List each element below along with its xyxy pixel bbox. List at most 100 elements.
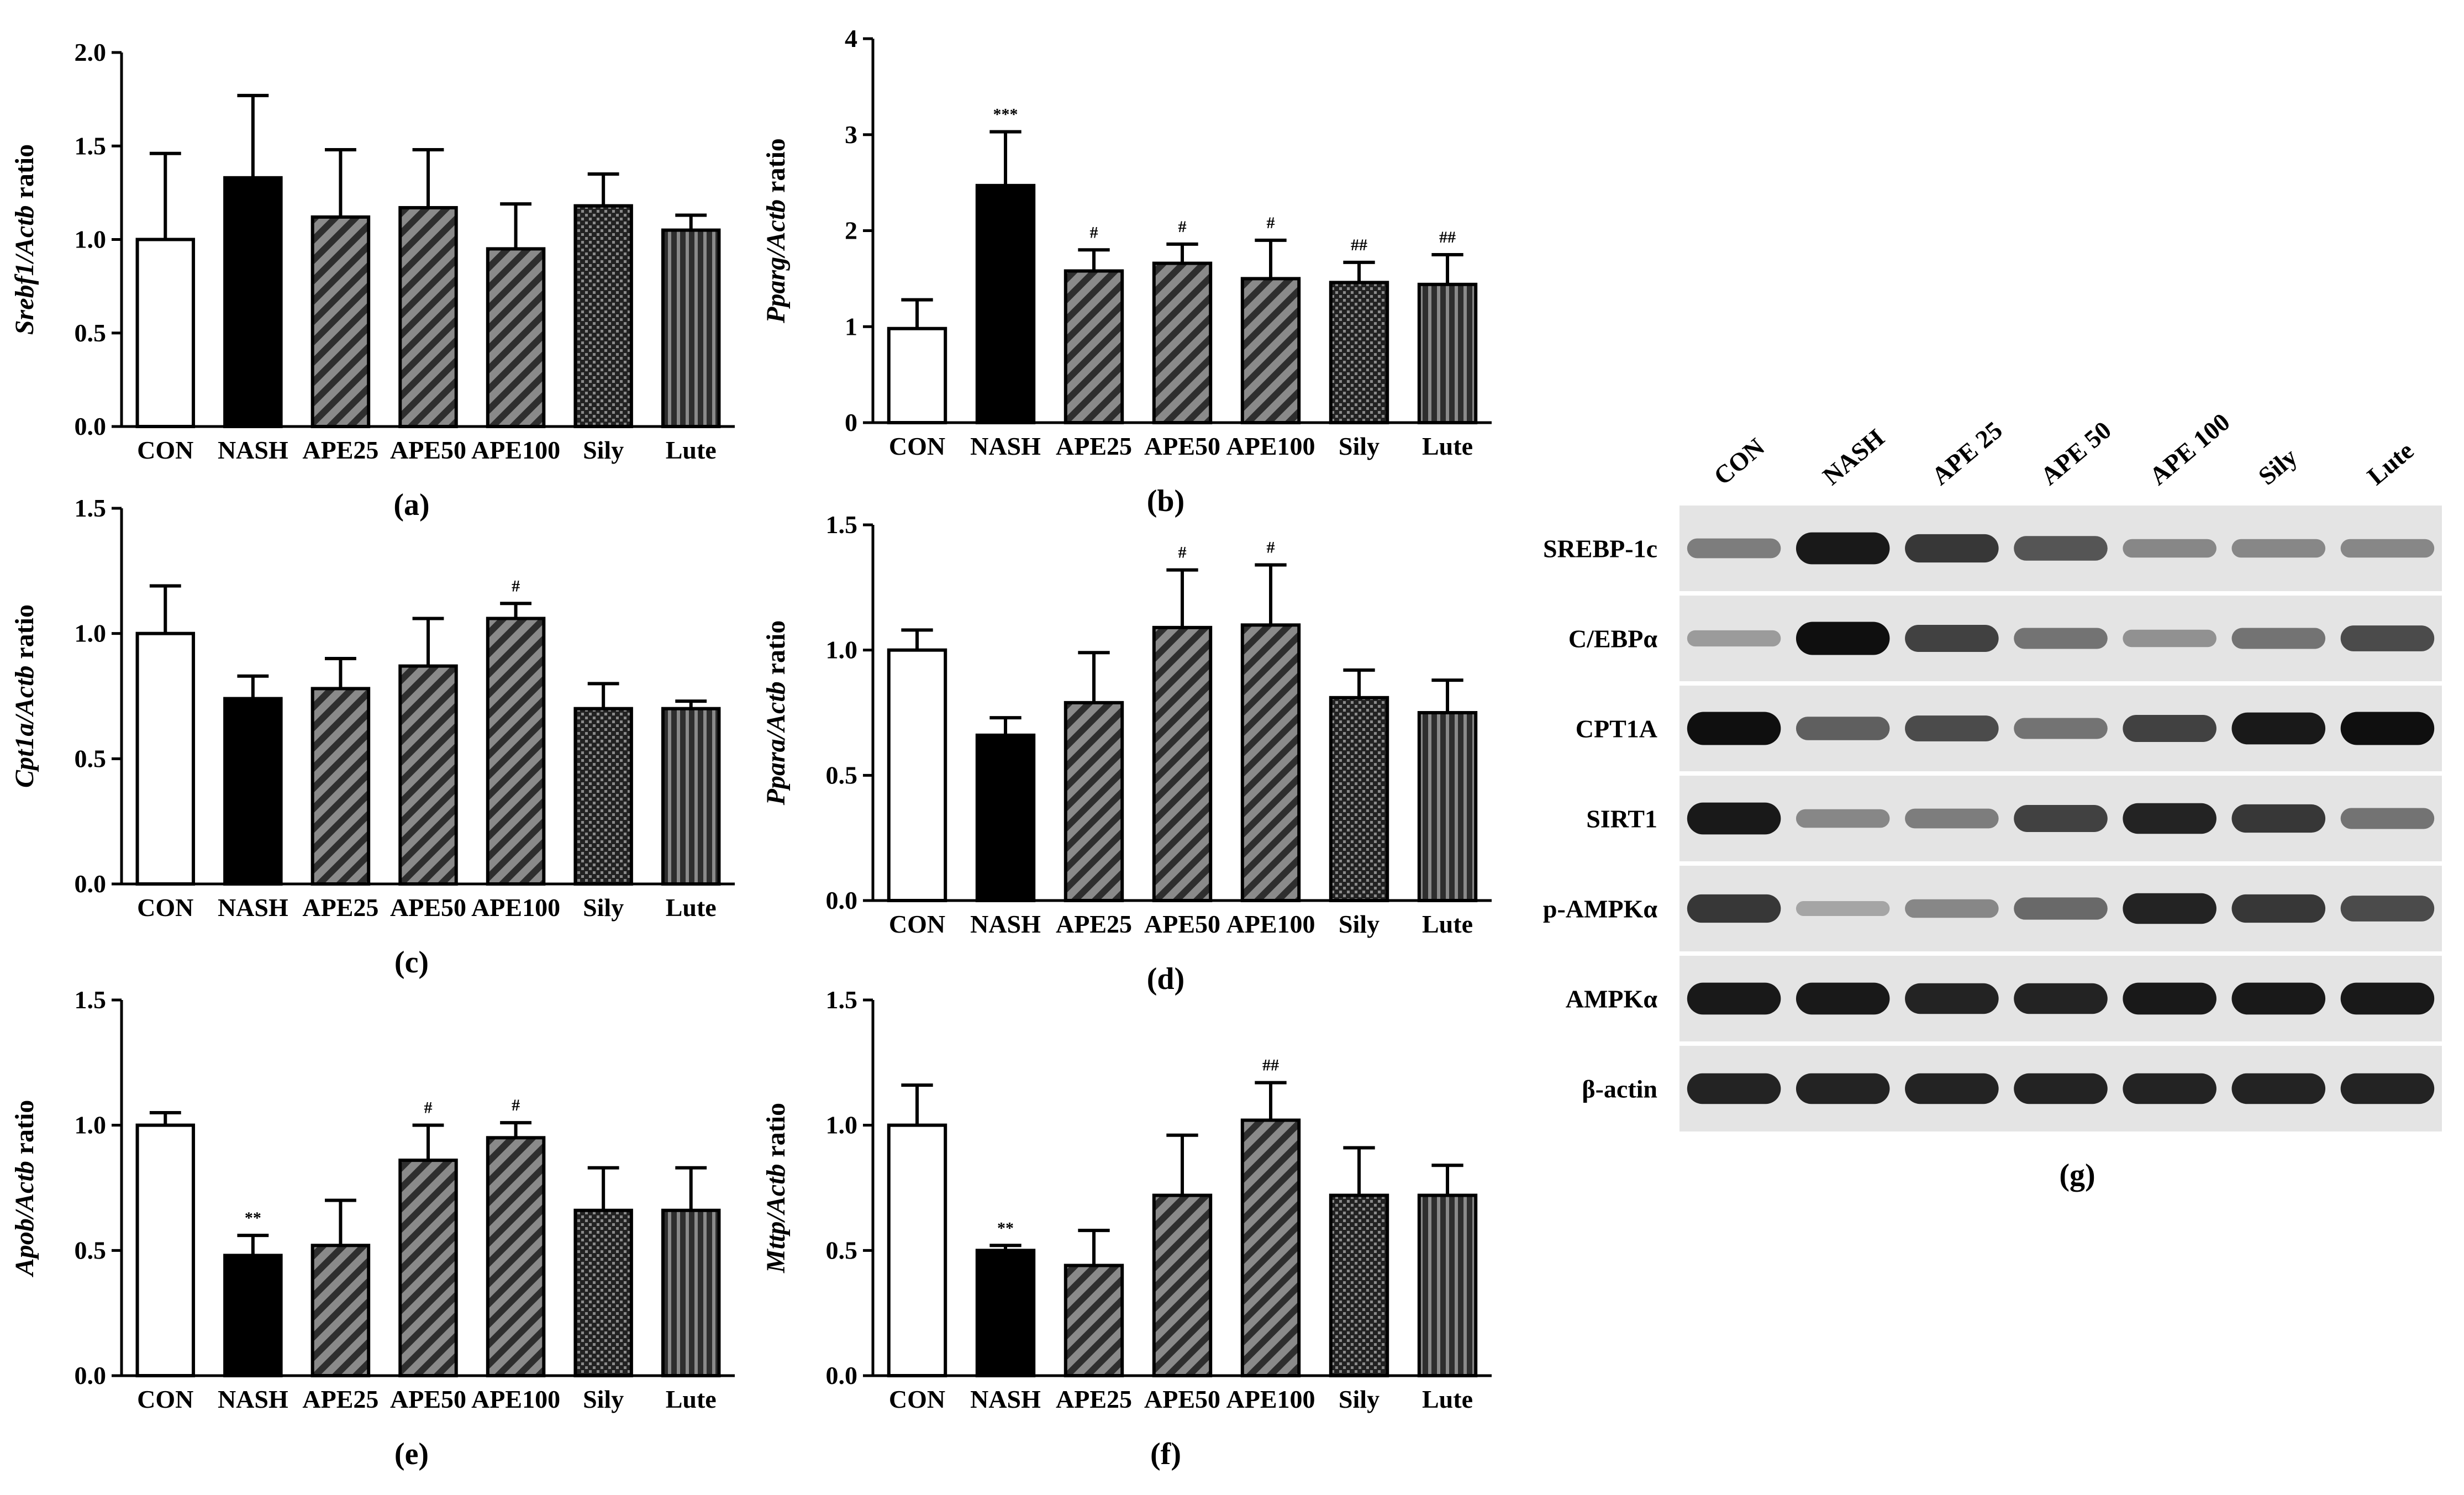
significance-label: # — [512, 1096, 520, 1114]
chart-panel: 0.0 0.5 1.0 1.5 CON ** NASH APE25 # APE50 # APE100 S… — [10, 986, 735, 1471]
blot-band — [1905, 808, 1999, 829]
blot-band — [2123, 803, 2216, 834]
blot-band — [1796, 717, 1890, 740]
x-tick-label: APE50 — [390, 436, 466, 464]
blot-band — [2231, 712, 2326, 745]
y-tick-label: 0.5 — [826, 1236, 858, 1264]
y-tick-label: 1.5 — [826, 986, 858, 1014]
x-tick-label: APE50 — [1144, 910, 1220, 938]
significance-label: ## — [1262, 1056, 1279, 1075]
chart-panel: 0 1 2 3 4 CON *** NASH # APE25 # APE50 # APE100 ## Sily… — [761, 24, 1492, 518]
blot-band — [2231, 628, 2326, 649]
y-tick-label: 0.0 — [75, 1361, 107, 1389]
x-tick-label: APE50 — [390, 1385, 466, 1413]
bar — [573, 1208, 633, 1378]
x-tick-label: Sily — [1339, 910, 1380, 938]
x-tick-label: NASH — [970, 910, 1041, 938]
y-axis-label: Ppara/Actb ratio — [761, 620, 791, 806]
blot-band — [2231, 982, 2326, 1015]
x-tick-label: Lute — [666, 893, 717, 922]
blot-band — [2123, 982, 2216, 1015]
y-axis-label-suffix: ratio — [10, 144, 39, 206]
x-tick-label: NASH — [218, 436, 288, 464]
x-tick-label: Lute — [1422, 1385, 1473, 1413]
y-tick-label: 0.5 — [75, 1236, 107, 1264]
panel-label: (f) — [1150, 1437, 1181, 1471]
y-tick-label: 1.5 — [75, 131, 107, 160]
significance-label: ** — [997, 1219, 1014, 1237]
blot-band — [1687, 802, 1781, 835]
bar — [1152, 1193, 1213, 1378]
blot-band — [1687, 712, 1781, 745]
y-tick-label: 3 — [845, 120, 857, 149]
bar — [310, 215, 371, 428]
blot-band — [1905, 534, 1999, 563]
x-tick-label: CON — [889, 1385, 945, 1413]
significance-label: ** — [245, 1209, 261, 1227]
bar — [398, 206, 458, 428]
y-tick-label: 2 — [845, 217, 857, 245]
bar — [1329, 281, 1389, 425]
blot-band — [1796, 809, 1890, 828]
blot-band — [1687, 538, 1781, 559]
blot-band — [2340, 982, 2435, 1015]
y-tick-label: 0.0 — [75, 870, 107, 898]
blot-band — [2014, 1073, 2108, 1104]
x-tick-label: Sily — [583, 1385, 624, 1413]
x-tick-label: APE100 — [471, 436, 560, 464]
blot-lane-label: APE 50 — [2035, 415, 2116, 490]
x-tick-label: Sily — [583, 893, 624, 922]
y-tick-label: 1 — [845, 312, 857, 340]
y-axis-label-gene: Cpt1a/Actb — [10, 666, 39, 788]
blot-band — [2123, 629, 2216, 648]
panel-label: (e) — [394, 1437, 429, 1471]
panel-label: (c) — [394, 945, 429, 980]
y-axis-label-gene: Mttp/Actb — [761, 1164, 791, 1273]
blot-band — [2231, 1073, 2326, 1104]
y-axis-label: Cpt1a/Actb ratio — [10, 604, 39, 788]
blot-band — [2014, 983, 2108, 1014]
y-tick-label: 0 — [845, 408, 857, 436]
panel-label: (a) — [393, 488, 429, 522]
bar — [1240, 1118, 1301, 1377]
blot-row-label: AMPKα — [1566, 985, 1658, 1013]
panel-label: (d) — [1147, 962, 1184, 996]
blot-band — [1796, 532, 1890, 565]
bar — [135, 238, 196, 428]
blot-band — [2231, 539, 2326, 558]
x-tick-label: NASH — [970, 1385, 1041, 1413]
x-tick-label: Sily — [1339, 1385, 1380, 1413]
y-axis-label-gene: Pparg/Actb — [761, 199, 791, 324]
y-axis-label: Apob/Actb ratio — [10, 1100, 39, 1278]
blot-band — [2340, 808, 2435, 829]
y-axis-label-gene: Ppara/Actb — [761, 681, 791, 806]
y-tick-label: 0.5 — [75, 744, 107, 772]
y-axis-label-suffix: ratio — [761, 138, 791, 199]
x-tick-label: APE25 — [302, 1385, 378, 1413]
bar — [1329, 696, 1389, 903]
bar — [1417, 282, 1478, 424]
blot-band — [1687, 1073, 1781, 1104]
bar — [486, 617, 546, 886]
blot-band — [2231, 894, 2326, 923]
x-tick-label: Sily — [1339, 432, 1380, 460]
blot-band — [1796, 901, 1890, 916]
blot-band — [2123, 715, 2216, 742]
blot-band — [1687, 982, 1781, 1015]
x-tick-label: APE25 — [302, 893, 378, 922]
significance-label: # — [512, 577, 520, 595]
y-tick-label: 1.5 — [75, 494, 107, 522]
blot-row-label: β-actin — [1582, 1075, 1657, 1103]
y-tick-label: 2.0 — [75, 38, 107, 66]
y-axis-label: Pparg/Actb ratio — [761, 138, 791, 324]
bar — [887, 1123, 947, 1377]
bar — [310, 1244, 371, 1377]
bar — [1417, 711, 1478, 902]
panel-label: (g) — [2059, 1158, 2095, 1192]
y-axis-label-gene: Apob/Actb — [10, 1161, 39, 1277]
bar — [1329, 1193, 1389, 1378]
chart-panel: 0.0 0.5 1.0 1.5 CON NASH APE25 # APE50 # APE100 Sil… — [761, 510, 1492, 996]
y-tick-label: 1.0 — [826, 636, 858, 664]
bar — [1240, 623, 1301, 903]
x-tick-label: NASH — [218, 893, 288, 922]
